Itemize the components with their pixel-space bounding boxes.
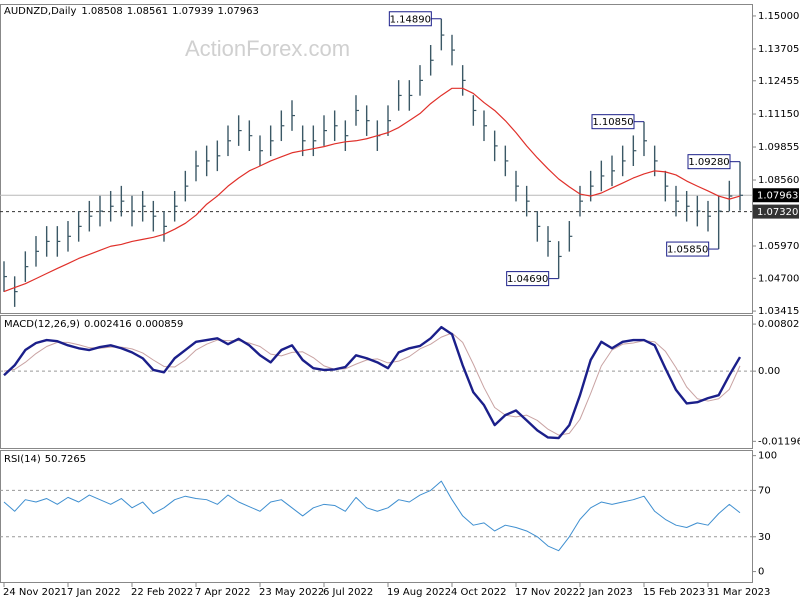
x-tick-label: 7 Jan 2022 (67, 587, 121, 598)
y-tick-label: 1.03415 (758, 306, 799, 317)
watermark: ActionForex.com (185, 36, 350, 61)
price-panel (0, 4, 753, 314)
y-tick-label: 0.00 (758, 366, 780, 377)
annotation-label: 1.14890 (390, 14, 431, 25)
y-tick-label: 100 (758, 451, 777, 462)
header-value: 1.07963 (217, 6, 258, 17)
x-tick-label: 2 Jan 2023 (579, 587, 633, 598)
rsi-panel (0, 450, 753, 583)
level-label: 1.07320 (757, 207, 798, 218)
x-tick-label: 22 Feb 2022 (131, 587, 193, 598)
x-tick-label: 23 May 2022 (259, 587, 324, 598)
annotation-box (388, 11, 432, 27)
y-tick-label: 1.04700 (758, 273, 799, 284)
y-tick-label: 1.12455 (758, 76, 799, 87)
header-value: 1.08508 (81, 6, 122, 17)
y-tick-label: 0.008021 (758, 319, 800, 330)
indicator-line (3, 480, 741, 552)
macd-panel (0, 315, 753, 449)
indicator-value: 0.000859 (136, 319, 184, 330)
current-price-label: 1.07963 (757, 191, 798, 202)
y-tick-label: 1.05970 (758, 241, 799, 252)
symbol: AUDNZD,Daily (4, 6, 76, 17)
indicator-title: MACD(12,26,9) (4, 319, 80, 330)
current-price-box (753, 188, 799, 203)
header-value: 1.07939 (172, 6, 213, 17)
level-box (753, 204, 799, 219)
x-tick-label: 7 Apr 2022 (195, 587, 250, 598)
y-tick-label: 30 (758, 532, 771, 543)
indicator-value: 0.002416 (84, 319, 132, 330)
indicator-value: 50.7265 (45, 454, 86, 465)
annotation-box (687, 154, 731, 170)
x-tick-label: 24 Nov 2021 (3, 587, 67, 598)
header-value: 1.08561 (127, 6, 168, 17)
macd-header: MACD(12,26,9) 0.002416 0.000859 (4, 319, 183, 330)
annotation-label: 1.09280 (688, 157, 729, 168)
annotation-box (591, 114, 635, 130)
y-tick-label: 70 (758, 485, 771, 496)
annotation-box (666, 241, 710, 257)
x-tick-label: 6 Jul 2022 (323, 587, 373, 598)
x-tick-label: 15 Feb 2023 (643, 587, 705, 598)
y-tick-label: 1.08560 (758, 175, 799, 186)
x-tick-label: 31 Mar 2023 (707, 587, 770, 598)
x-tick-label: 17 Nov 2022 (515, 587, 579, 598)
annotation-label: 1.05850 (667, 245, 708, 256)
rsi-header: RSI(14) 50.7265 (4, 454, 86, 465)
indicator-line (3, 87, 741, 293)
y-tick-label: 1.15000 (758, 11, 799, 22)
annotation-box (506, 271, 550, 287)
y-tick-label: -0.011962 (758, 436, 800, 447)
x-tick-label: 19 Aug 2022 (387, 587, 451, 598)
indicator-title: RSI(14) (4, 454, 41, 465)
y-tick-label: 1.11150 (758, 109, 799, 120)
annotation-label: 1.04690 (507, 274, 548, 285)
price-header: AUDNZD,Daily 1.08508 1.08561 1.07939 1.07963 (4, 6, 259, 17)
annotation-label: 1.10850 (592, 117, 633, 128)
y-tick-label: 1.09855 (758, 142, 799, 153)
y-tick-label: 0 (758, 567, 764, 578)
x-tick-label: 4 Oct 2022 (451, 587, 506, 598)
indicator-line (3, 325, 742, 440)
y-tick-label: 1.13705 (758, 44, 799, 55)
